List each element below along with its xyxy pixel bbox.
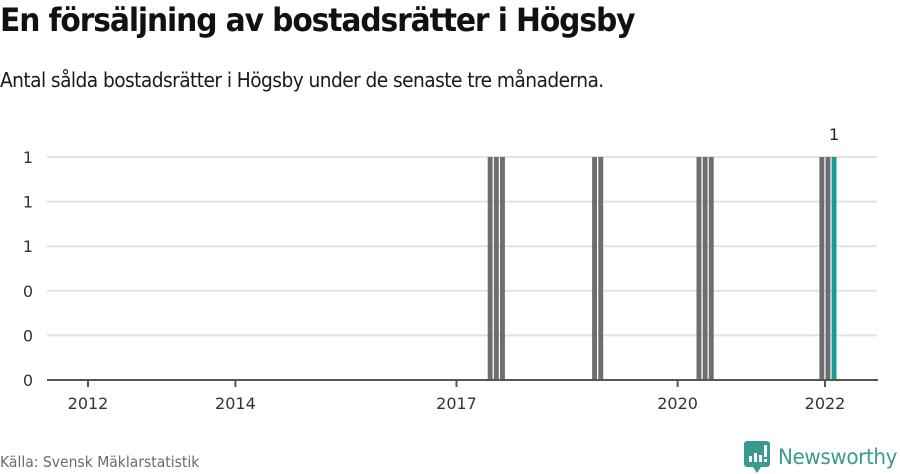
y-tick-label: 1 bbox=[23, 237, 33, 256]
bar-2017-07 bbox=[493, 157, 499, 380]
y-tick-label: 0 bbox=[23, 282, 33, 301]
x-tick-label: 2012 bbox=[68, 394, 109, 413]
newsworthy-brand: Newsworthy bbox=[744, 441, 900, 473]
y-tick-label: 1 bbox=[23, 193, 33, 212]
x-tick-label: 2022 bbox=[805, 394, 846, 413]
bar-2021-12 bbox=[819, 157, 825, 380]
bar-2018-12 bbox=[598, 157, 604, 380]
x-tick-label: 2017 bbox=[436, 394, 477, 413]
gridlines bbox=[47, 156, 877, 337]
bar-2022-01 bbox=[825, 157, 831, 380]
x-tick-label: 2014 bbox=[215, 394, 256, 413]
bar-2017-06 bbox=[487, 157, 493, 380]
x-tick-label: 2020 bbox=[657, 394, 698, 413]
bar-2020-04 bbox=[696, 157, 702, 380]
y-tick-label: 0 bbox=[23, 326, 33, 345]
value-annotation: 1 bbox=[829, 125, 839, 144]
bars bbox=[487, 157, 837, 380]
brand-name: Newsworthy bbox=[778, 445, 898, 469]
source-label: Källa: Svensk Mäklarstatistik bbox=[0, 453, 200, 471]
y-tick-label: 0 bbox=[23, 371, 33, 390]
bar-2022-02 bbox=[831, 157, 837, 380]
bar-2018-11 bbox=[592, 157, 597, 380]
bar-2017-08 bbox=[500, 157, 505, 380]
y-tick-label: 1 bbox=[23, 148, 33, 167]
y-axis-labels: 0 0 0 1 1 1 bbox=[23, 148, 33, 390]
newsworthy-logo-icon bbox=[744, 441, 770, 473]
bar-2020-05 bbox=[702, 157, 708, 380]
chart-title: En försäljning av bostadsrätter i Högsby bbox=[0, 1, 636, 39]
bar-2020-06 bbox=[708, 157, 714, 380]
chart-subtitle: Antal sålda bostadsrätter i Högsby under… bbox=[0, 68, 604, 92]
x-axis-ticks: 2012 2014 2017 2020 2022 bbox=[68, 380, 846, 413]
annotation-label: 1 bbox=[829, 125, 839, 144]
